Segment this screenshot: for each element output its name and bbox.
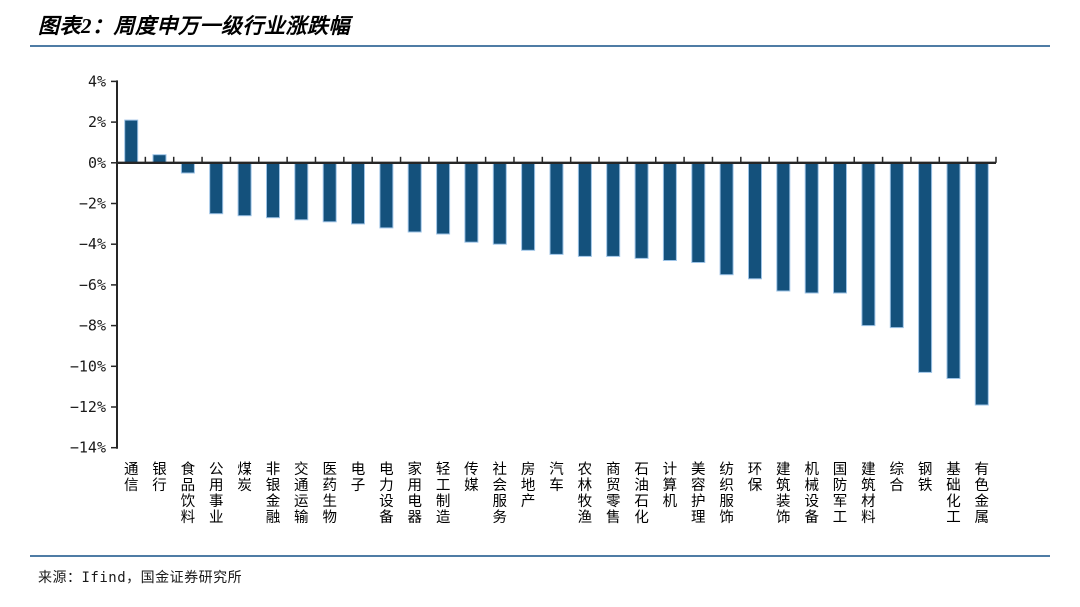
bar (492, 162, 507, 245)
bar (833, 162, 847, 294)
bar (748, 162, 762, 280)
y-axis-tick-label: −4% (79, 235, 106, 253)
bar (974, 162, 989, 406)
bar (918, 162, 933, 373)
bar (776, 162, 791, 292)
bar (521, 162, 536, 251)
title-underline-divider (30, 45, 1050, 47)
bar (577, 162, 592, 257)
y-axis-tick-label: −2% (79, 195, 106, 213)
bar (549, 162, 564, 255)
bar (946, 162, 961, 379)
bar (379, 162, 394, 229)
bar (464, 162, 479, 243)
bar (322, 162, 337, 223)
bar (662, 162, 677, 261)
figure-title: 图表2：周度申万一级行业涨跌幅 (38, 14, 350, 38)
y-axis-tick-label: −6% (79, 276, 106, 294)
y-axis-tick-label: 0% (88, 154, 106, 172)
y-axis-tick-label: 2% (88, 113, 106, 131)
source-note: 来源：Ifind，国金证券研究所 (38, 570, 243, 586)
bar (180, 162, 195, 174)
bar (634, 162, 649, 259)
y-axis-tick-label: 4% (88, 72, 106, 90)
bar (152, 154, 167, 164)
bar (124, 119, 139, 164)
bar (804, 162, 819, 294)
bar (861, 162, 876, 327)
bar (237, 162, 252, 217)
y-axis-tick-label: −12% (70, 398, 106, 416)
y-axis-tick-label: −8% (79, 317, 106, 335)
footer-divider (30, 555, 1050, 557)
bar (294, 162, 309, 221)
bar (719, 162, 734, 276)
bar (407, 162, 422, 233)
bar (266, 162, 280, 219)
bar (691, 162, 706, 263)
bar (436, 162, 451, 235)
bar (209, 162, 224, 215)
y-axis-tick-label: −14% (70, 439, 106, 457)
bar (889, 162, 904, 329)
bar (606, 162, 621, 257)
y-axis-tick-label: −10% (70, 357, 106, 375)
bar (351, 162, 365, 225)
